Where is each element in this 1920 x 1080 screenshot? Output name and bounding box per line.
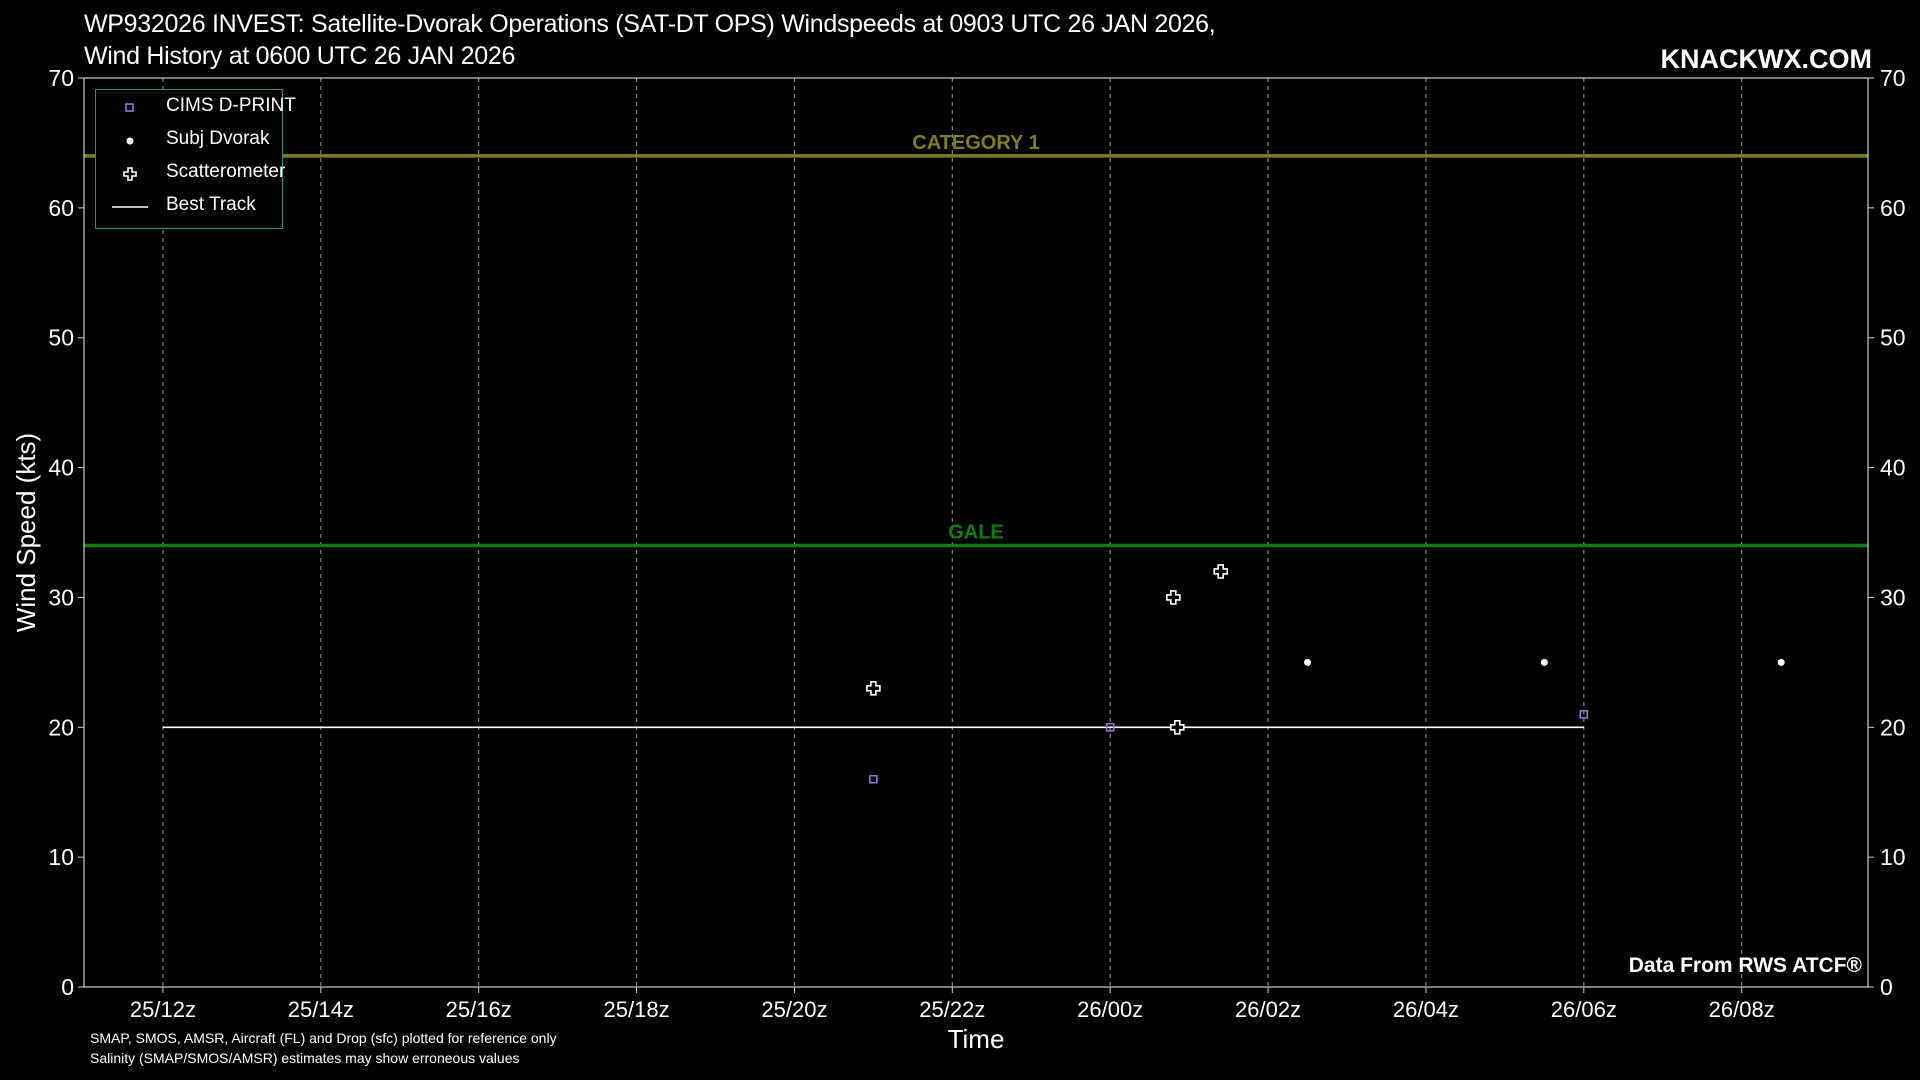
x-tick-label: 25/12z: [130, 997, 196, 1022]
x-tick-label: 25/20z: [761, 997, 827, 1022]
y-tick-label: 0: [61, 974, 74, 1000]
x-tick-label: 26/08z: [1709, 997, 1775, 1022]
y-tick-label: 70: [48, 65, 74, 91]
scatterometer-point: [1213, 564, 1229, 579]
legend-item-cims: CIMS D-PRINT: [96, 93, 296, 123]
footnote-line1: SMAP, SMOS, AMSR, Aircraft (FL) and Drop…: [90, 1030, 557, 1046]
cims-dprint-point: [1105, 722, 1115, 732]
scatterometer-point: [866, 681, 881, 696]
y-tick-label: 70: [1880, 65, 1906, 91]
x-tick-label: 26/00z: [1077, 997, 1143, 1022]
y-tick-label: 30: [1880, 584, 1906, 610]
y-tick-label: 0: [1880, 974, 1893, 1000]
chart-title-line2: Wind History at 0600 UTC 26 JAN 2026: [84, 42, 516, 70]
y-tick-label: 20: [1880, 714, 1906, 740]
y-tick-label: 10: [48, 844, 74, 870]
y-tick-label: 40: [1880, 455, 1906, 481]
cims-dprint-point: [1579, 709, 1589, 719]
data-credit: Data From RWS ATCF®: [1628, 954, 1862, 977]
threshold-label: GALE: [948, 521, 1004, 543]
plot-frame: [83, 77, 1869, 988]
y-tick-label: 60: [1880, 195, 1906, 221]
y-tick-label: 10: [1880, 844, 1906, 870]
cims-dprint-point: [869, 774, 878, 784]
x-tick-label: 26/04z: [1393, 997, 1459, 1022]
square-marker-icon: [125, 103, 134, 112]
scatterometer-point: [1169, 719, 1185, 735]
line-marker-icon: [112, 206, 148, 208]
chart-legend: CIMS D-PRINT Subj Dvorak Scatterometer B…: [95, 89, 296, 229]
subj-dvorak-point: [1540, 658, 1548, 666]
legend-item-scatterometer: Scatterometer: [96, 159, 286, 189]
threshold-label: CATEGORY 1: [912, 132, 1039, 154]
legend-label-cims: CIMS D-PRINT: [166, 95, 296, 116]
legend-item-best-track: Best Track: [96, 192, 282, 222]
y-tick-label: 50: [1880, 325, 1906, 351]
x-tick-label: 25/18z: [604, 997, 670, 1022]
dot-marker-icon: [126, 137, 134, 145]
y-axis-title: Wind Speed (kts): [11, 433, 41, 632]
x-tick-label: 25/22z: [919, 997, 985, 1022]
legend-item-subj-dvorak: Subj Dvorak: [96, 126, 282, 156]
plus-marker-icon: [123, 167, 137, 181]
y-tick-label: 20: [48, 714, 74, 740]
chart-title-line1: WP932026 INVEST: Satellite-Dvorak Operat…: [84, 10, 1216, 38]
subj-dvorak-point: [1777, 658, 1785, 666]
y-tick-label: 60: [48, 195, 74, 221]
legend-label-scatterometer: Scatterometer: [166, 161, 286, 182]
legend-label-best-track: Best Track: [166, 194, 256, 215]
x-axis-title: Time: [948, 1024, 1005, 1054]
y-tick-label: 30: [48, 584, 74, 610]
x-tick-label: 26/02z: [1235, 997, 1301, 1022]
x-tick-label: 25/14z: [288, 997, 354, 1022]
brand-logo-text: KNACKWX.COM: [1660, 44, 1872, 74]
scatterometer-point: [1166, 590, 1181, 605]
subj-dvorak-point: [1304, 658, 1312, 666]
y-tick-label: 50: [48, 325, 74, 351]
x-tick-label: 25/16z: [446, 997, 512, 1022]
y-tick-label: 40: [48, 455, 74, 481]
x-tick-label: 26/06z: [1551, 997, 1617, 1022]
footnote-line2: Salinity (SMAP/SMOS/AMSR) estimates may …: [90, 1050, 520, 1066]
legend-label-subj-dvorak: Subj Dvorak: [166, 128, 270, 149]
